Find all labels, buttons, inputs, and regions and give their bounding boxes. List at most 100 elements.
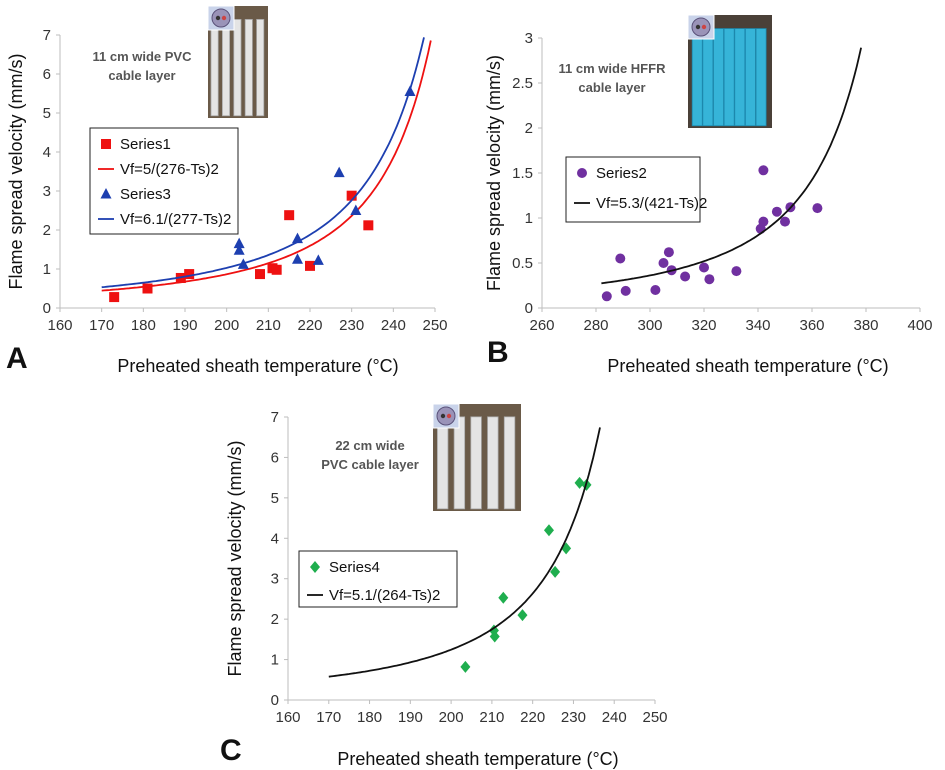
cable-conductor — [695, 24, 701, 30]
x-tick-label: 230 — [561, 709, 586, 726]
y-tick-label: 0 — [43, 300, 51, 317]
legend-entry: Vf=5.1/(264-Ts)2 — [329, 587, 440, 604]
x-tick-label: 180 — [131, 317, 156, 334]
x-tick-label: 190 — [398, 709, 423, 726]
x-tick-label: 180 — [357, 709, 382, 726]
data-point — [758, 216, 769, 227]
series-0-points — [601, 165, 823, 302]
y-tick-label: 7 — [271, 409, 279, 426]
chart-panel-c: 160 170 180 190 200 210 220 230 240 250 0 1 2 3 4 5 6 7 Pr… — [220, 403, 668, 769]
fit-curve-1 — [101, 40, 432, 292]
y-tick-label: 0.5 — [512, 255, 533, 272]
x-tick-label: 280 — [583, 317, 608, 334]
y-tick-label: 1 — [525, 210, 533, 227]
data-point — [233, 244, 245, 255]
y-tick-label: 2 — [43, 222, 51, 239]
pvc-wide-cable-photo — [432, 403, 521, 511]
x-tick-label: 210 — [256, 317, 281, 334]
cable-section-circle — [211, 8, 231, 28]
cable-strand — [755, 28, 767, 127]
x-tick-label: 200 — [439, 709, 464, 726]
data-point — [650, 285, 661, 295]
data-point — [615, 253, 626, 264]
panel-annotation: 11 cm wide PVC — [93, 49, 193, 64]
x-tick-label: 230 — [339, 317, 364, 334]
pvc-cable-photo — [207, 5, 268, 118]
data-point — [574, 476, 585, 489]
data-point — [771, 206, 782, 217]
cable-strand — [244, 19, 253, 117]
cable-strand — [691, 28, 703, 127]
x-tick-label: 250 — [642, 709, 667, 726]
y-tick-label: 2 — [525, 120, 533, 137]
panel-annotation: 11 cm wide HFFR — [559, 61, 667, 76]
x-tick-label: 220 — [520, 709, 545, 726]
cable-strand — [256, 19, 265, 117]
x-tick-label: 160 — [47, 317, 72, 334]
x-tick-label: 260 — [529, 317, 554, 334]
data-point — [517, 609, 528, 622]
y-tick-label: 6 — [271, 449, 279, 466]
x-tick-label: 200 — [214, 317, 239, 334]
y-tick-label: 1 — [43, 261, 51, 278]
cable-strand — [702, 28, 714, 127]
data-point — [255, 269, 265, 280]
data-point — [663, 247, 674, 258]
chart-panel-a: 160 170 180 190 200 210 220 230 240 250 0 1 2 3 4 5 6 7 Pr… — [6, 5, 448, 376]
cable-strand — [503, 416, 516, 510]
x-tick-label: 400 — [907, 317, 932, 334]
y-tick-label: 3 — [525, 30, 533, 47]
cable-strand — [210, 19, 219, 117]
cable-conductor — [215, 15, 221, 21]
data-point — [142, 283, 153, 294]
x-tick-label: 320 — [691, 317, 716, 334]
x-tick-label: 240 — [602, 709, 627, 726]
x-tick-label: 160 — [275, 709, 300, 726]
chart-panel-b: 260 280 300 320 340 360 380 400 0 0.5 1 1.5 2 2.5 3 Pre… — [484, 14, 933, 376]
y-tick-label: 5 — [271, 490, 279, 507]
panel-annotation: cable layer — [108, 68, 175, 83]
x-tick-label: 300 — [637, 317, 662, 334]
x-tick-label: 340 — [745, 317, 770, 334]
data-point — [346, 190, 357, 201]
cable-conductor — [221, 15, 227, 21]
cable-strand — [713, 28, 724, 127]
panel-annotation: PVC cable layer — [321, 457, 419, 472]
cable-strand — [436, 416, 449, 510]
legend-entry: Vf=6.1/(277-Ts)2 — [120, 211, 231, 228]
panel-annotation: cable layer — [578, 80, 645, 95]
panel-letter: B — [487, 336, 509, 369]
legend: Series1 Vf=5/(276-Ts)2 Series3 Vf=6.1/(277-… — [89, 127, 239, 235]
data-point — [601, 291, 612, 302]
fit-curve-1 — [328, 427, 601, 678]
x-tick-label: 170 — [316, 709, 341, 726]
y-axis-title: Flame spread velocity (mm/s) — [6, 53, 26, 289]
legend-marker-swatch — [101, 139, 111, 149]
y-tick-label: 7 — [43, 27, 51, 44]
data-point — [271, 264, 282, 275]
cable-strand — [233, 19, 242, 117]
panel-letter: C — [220, 734, 242, 767]
data-point — [312, 254, 324, 265]
x-axis-title: Preheated sheath temperature (°C) — [117, 356, 398, 376]
legend-entry: Series1 — [120, 136, 171, 153]
x-tick-label: 250 — [422, 317, 447, 334]
cable-section-circle — [436, 406, 456, 426]
cable-strand — [453, 416, 466, 510]
y-tick-label: 4 — [271, 530, 279, 547]
x-tick-label: 210 — [479, 709, 504, 726]
cable-strand — [723, 28, 735, 127]
data-point — [109, 292, 120, 303]
legend-marker-swatch — [310, 561, 320, 573]
hffr-cable-photo — [687, 14, 772, 128]
data-point — [758, 165, 769, 176]
y-tick-label: 1 — [271, 652, 279, 669]
data-point — [780, 216, 790, 227]
x-tick-label: 220 — [297, 317, 322, 334]
x-axis-title: Preheated sheath temperature (°C) — [607, 356, 888, 376]
data-point — [184, 269, 195, 280]
cable-strand — [734, 28, 746, 127]
data-point — [704, 274, 715, 285]
data-point — [543, 524, 554, 537]
